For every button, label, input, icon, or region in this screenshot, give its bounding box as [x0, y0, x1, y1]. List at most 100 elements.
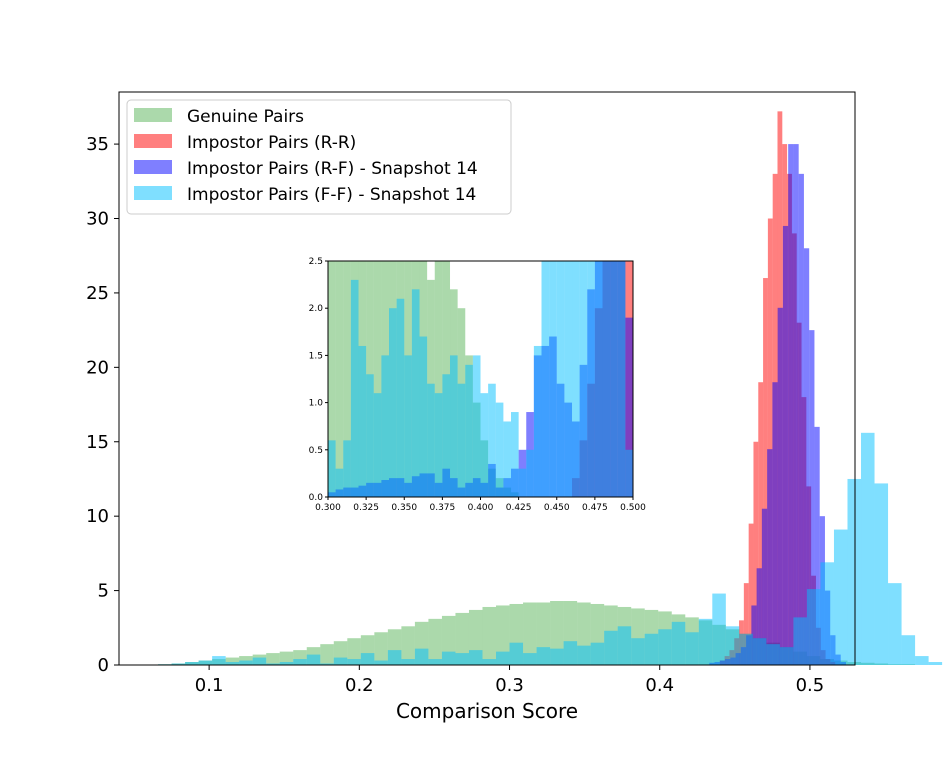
series-impostor-pairs-r-f-snapshot-14	[709, 144, 846, 666]
bar-impostor-pairs-f-f-snapshot-14-25	[496, 651, 510, 665]
inset-bar-genuine-pairs-1	[335, 261, 344, 497]
x-tick-label: 0.1	[195, 675, 224, 696]
bar-impostor-pairs-f-f-snapshot-14-32	[590, 642, 605, 665]
x-tick-label: 0.4	[645, 675, 674, 696]
inset-bar-genuine-pairs-14	[434, 261, 443, 497]
bar-impostor-pairs-f-f-snapshot-14-51	[847, 478, 862, 665]
y-tick-label: 15	[86, 432, 109, 453]
inset-x-tick-label: 0.400	[468, 503, 494, 513]
inset-bar-impostor-pairs-f-f-snapshot-14-38	[617, 261, 626, 497]
inset-bar-impostor-pairs-f-f-snapshot-14-9	[396, 298, 405, 497]
inset-bar-impostor-pairs-f-f-snapshot-14-17	[457, 383, 466, 497]
x-tick-label: 0.3	[495, 675, 524, 696]
inset-bar-impostor-pairs-f-f-snapshot-14-16	[450, 355, 458, 497]
bar-genuine-pairs-22	[455, 612, 469, 665]
bar-impostor-pairs-f-f-snapshot-14-3	[198, 660, 213, 665]
bar-impostor-pairs-f-f-snapshot-14-2	[185, 662, 199, 665]
bar-genuine-pairs-25	[496, 605, 510, 665]
legend-entry-genuine: Genuine Pairs	[134, 107, 304, 127]
inset-y-tick-label: 0.5	[309, 446, 323, 456]
legend-swatch-impostor-rr	[134, 134, 172, 148]
inset-bar-impostor-pairs-f-f-snapshot-14-24	[511, 412, 519, 497]
bar-impostor-pairs-f-f-snapshot-14-8	[266, 663, 280, 665]
inset-bar-impostor-pairs-f-f-snapshot-14-36	[602, 261, 611, 497]
bar-impostor-pairs-f-f-snapshot-14-43	[739, 633, 753, 665]
bar-impostor-pairs-r-f-snapshot-14-8	[751, 605, 757, 665]
bar-impostor-pairs-r-f-snapshot-14-19	[809, 330, 815, 665]
bar-impostor-pairs-r-f-snapshot-14-20	[814, 426, 820, 665]
inset-bar-impostor-pairs-f-f-snapshot-14-22	[495, 402, 504, 497]
y-tick-label: 0	[98, 655, 109, 676]
inset-bar-impostor-pairs-f-f-snapshot-14-29	[549, 261, 557, 497]
bar-impostor-pairs-f-f-snapshot-14-20	[428, 659, 442, 665]
inset-bar-genuine-pairs-2	[343, 261, 351, 497]
inset-bar-impostor-pairs-f-f-snapshot-14-27	[533, 345, 542, 497]
inset-y-tick-label: 2.5	[309, 257, 323, 267]
bar-impostor-pairs-f-f-snapshot-14-36	[644, 633, 659, 665]
inset-y-tick-label: 1.0	[309, 399, 324, 409]
inset-bar-impostor-pairs-f-f-snapshot-14-19	[472, 355, 481, 497]
bar-impostor-pairs-f-f-snapshot-14-1	[171, 663, 186, 665]
legend-swatch-impostor-rf	[134, 160, 172, 174]
bar-impostor-pairs-f-f-snapshot-14-52	[861, 432, 875, 665]
bar-genuine-pairs-6	[239, 656, 253, 665]
bar-impostor-pairs-f-f-snapshot-14-28	[536, 647, 551, 665]
bar-impostor-pairs-f-f-snapshot-14-26	[509, 642, 524, 665]
inset-chart: 0.300 0.325 0.350 0.375 0.400 0.425 0.450 0.475…	[309, 257, 646, 513]
bar-impostor-pairs-f-f-snapshot-14-38	[671, 621, 686, 665]
bar-impostor-pairs-f-f-snapshot-14-57	[928, 662, 943, 665]
bar-impostor-pairs-f-f-snapshot-14-35	[631, 638, 645, 665]
inset-bar-impostor-pairs-f-f-snapshot-14-1	[335, 468, 344, 497]
bar-impostor-pairs-f-f-snapshot-14-4	[212, 656, 226, 665]
inset-y-tick-label: 1.5	[309, 351, 323, 361]
bar-genuine-pairs-27	[523, 602, 537, 665]
inset-x-tick-label: 0.500	[620, 503, 646, 513]
inset-bar-impostor-pairs-f-f-snapshot-14-5	[366, 374, 374, 497]
bar-impostor-pairs-f-f-snapshot-14-53	[874, 483, 889, 665]
bar-impostor-pairs-f-f-snapshot-14-41	[712, 593, 726, 665]
inset-bar-impostor-pairs-f-f-snapshot-14-4	[358, 345, 367, 497]
inset-bar-impostor-pairs-f-f-snapshot-14-6	[373, 393, 382, 497]
inset-bar-impostor-pairs-f-f-snapshot-14-28	[541, 261, 550, 497]
inset-bars	[328, 261, 634, 497]
bar-impostor-pairs-f-f-snapshot-14-31	[577, 645, 591, 665]
legend-label-impostor-rr: Impostor Pairs (R-R)	[187, 133, 356, 153]
y-tick-label: 25	[86, 283, 109, 304]
bar-impostor-pairs-f-f-snapshot-14-9	[279, 662, 294, 665]
bar-impostor-pairs-f-f-snapshot-14-34	[617, 626, 632, 665]
bar-impostor-pairs-r-r-8	[758, 382, 764, 665]
bar-impostor-pairs-f-f-snapshot-14-56	[915, 656, 929, 665]
bar-impostor-pairs-f-f-snapshot-14-11	[306, 654, 321, 665]
legend-swatch-genuine	[134, 108, 172, 122]
bar-impostor-pairs-r-f-snapshot-14-18	[803, 248, 810, 665]
inset-bar-impostor-pairs-f-f-snapshot-14-32	[572, 261, 580, 497]
y-tick-label: 5	[98, 581, 109, 602]
y-tick-label: 35	[86, 134, 109, 155]
inset-bar-impostor-pairs-f-f-snapshot-14-3	[350, 279, 359, 497]
inset-x-tick-label: 0.475	[582, 503, 608, 513]
x-axis-label: Comparison Score	[396, 699, 578, 723]
inset-bar-impostor-pairs-f-f-snapshot-14-21	[488, 383, 496, 497]
bar-impostor-pairs-r-r-9	[763, 278, 768, 665]
bar-impostor-pairs-r-f-snapshot-14-11	[767, 449, 773, 665]
bar-impostor-pairs-f-f-snapshot-14-16	[374, 660, 388, 665]
bar-impostor-pairs-f-f-snapshot-14-55	[901, 635, 916, 665]
inset-x-tick-label: 0.450	[544, 503, 570, 513]
inset-x-tick-label: 0.350	[391, 503, 417, 513]
inset-bar-impostor-pairs-f-f-snapshot-14-37	[610, 261, 618, 497]
inset-bar-impostor-pairs-f-f-snapshot-14-2	[343, 440, 351, 497]
inset-bar-impostor-pairs-r-f-snapshot-14-39	[625, 317, 634, 497]
inset-x-ticks: 0.300 0.325 0.350 0.375 0.400 0.425 0.450 0.475…	[315, 497, 646, 513]
bar-genuine-pairs-16	[374, 632, 388, 665]
bar-impostor-pairs-f-f-snapshot-14-22	[455, 653, 469, 665]
bar-impostor-pairs-f-f-snapshot-14-12	[320, 663, 334, 665]
inset-bar-impostor-pairs-f-f-snapshot-14-18	[465, 364, 473, 497]
bar-impostor-pairs-f-f-snapshot-14-27	[523, 653, 537, 665]
main-y-ticks: 0 5 10 15 20 25 30 35	[86, 134, 119, 676]
bar-impostor-pairs-f-f-snapshot-14-45	[766, 644, 780, 665]
inset-bar-genuine-pairs-6	[373, 261, 382, 497]
bar-impostor-pairs-r-r-5	[743, 583, 749, 665]
bar-impostor-pairs-r-r-10	[767, 218, 773, 665]
bar-impostor-pairs-f-f-snapshot-14-37	[658, 629, 672, 665]
